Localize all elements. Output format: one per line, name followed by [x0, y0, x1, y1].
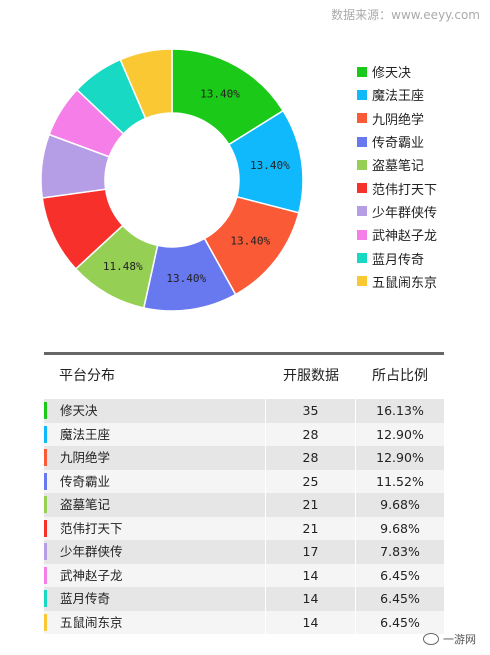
- cell-platform: 魔法王座: [44, 422, 266, 446]
- row-color-marker: [44, 613, 47, 631]
- cell-count: 21: [266, 493, 356, 517]
- cell-count: 28: [266, 446, 356, 470]
- table-row: 传奇霸业 25 11.52%: [44, 469, 444, 493]
- slice-label: 13.40%: [200, 87, 240, 100]
- row-color-marker: [44, 590, 47, 607]
- legend-label: 少年群侠传: [372, 205, 438, 221]
- legend-label: 修天决: [372, 66, 412, 82]
- table-row: 蓝月传奇 14 6.45%: [44, 587, 444, 611]
- wechat-icon: [423, 633, 439, 645]
- cell-platform: 盗墓笔记: [44, 493, 266, 517]
- cell-count: 14: [266, 587, 356, 611]
- legend-item: 魔法王座: [357, 83, 437, 106]
- watermark-label: 一游网: [443, 633, 476, 646]
- legend-swatch: [357, 89, 367, 100]
- slice-label: 13.40%: [230, 235, 270, 248]
- legend-item: 范伟打天下: [357, 176, 437, 199]
- legend-label: 盗墓笔记: [372, 159, 425, 175]
- row-color-marker: [44, 449, 47, 466]
- table-body: 修天决 35 16.13% 魔法王座 28 12.90% 九阴绝学 28 12.90% 传奇霸业 2…: [44, 399, 444, 634]
- cell-count: 14: [266, 610, 356, 634]
- legend-item: 传奇霸业: [357, 130, 437, 153]
- cell-percent: 7.83%: [380, 544, 420, 559]
- legend-item: 武神赵子龙: [357, 223, 437, 246]
- cell-percent: 16.13%: [376, 403, 424, 418]
- row-color-marker: [44, 472, 47, 490]
- cell-count: 14: [266, 563, 356, 587]
- legend-swatch: [357, 229, 367, 240]
- cell-platform: 修天决: [44, 399, 266, 423]
- legend-swatch: [357, 159, 367, 170]
- donut-chart: 13.40% 13.40% 13.40% 13.40% 11.48%: [40, 48, 304, 312]
- cell-platform: 五鼠闹东京: [44, 610, 266, 634]
- cell-platform: 少年群侠传: [44, 540, 266, 564]
- legend-label: 范伟打天下: [372, 182, 438, 198]
- legend-item: 少年群侠传: [357, 200, 437, 223]
- cell-count: 28: [266, 422, 356, 446]
- legend-label: 传奇霸业: [372, 136, 425, 152]
- slice-label: 13.40%: [250, 159, 290, 172]
- chart-legend: 修天决魔法王座九阴绝学传奇霸业盗墓笔记范伟打天下少年群侠传武神赵子龙蓝月传奇五鼠…: [357, 60, 437, 293]
- legend-swatch: [357, 113, 367, 124]
- table-row: 魔法王座 28 12.90%: [44, 422, 444, 446]
- row-color-marker: [44, 402, 47, 419]
- legend-label: 武神赵子龙: [372, 229, 438, 245]
- cell-percent: 12.90%: [376, 426, 424, 442]
- table-row: 九阴绝学 28 12.90%: [44, 446, 444, 470]
- legend-item: 五鼠闹东京: [357, 270, 437, 293]
- table-row: 少年群侠传 17 7.83%: [44, 540, 444, 564]
- legend-swatch: [357, 276, 367, 287]
- row-color-marker: [44, 543, 47, 560]
- row-color-marker: [44, 566, 47, 584]
- cell-platform: 传奇霸业: [44, 469, 266, 493]
- cell-percent: 9.68%: [380, 520, 420, 536]
- header-platform: 平台分布: [59, 368, 115, 384]
- legend-swatch: [357, 253, 367, 264]
- header-percent: 所占比例: [372, 368, 428, 384]
- cell-percent: 12.90%: [376, 450, 424, 465]
- cell-count: 35: [266, 399, 356, 423]
- cell-percent: 6.45%: [380, 591, 420, 606]
- table-row: 武神赵子龙 14 6.45%: [44, 563, 444, 587]
- cell-percent: 9.68%: [380, 497, 420, 512]
- row-color-marker: [44, 519, 47, 537]
- table-row: 盗墓笔记 21 9.68%: [44, 493, 444, 517]
- legend-swatch: [357, 136, 367, 147]
- cell-count: 25: [266, 469, 356, 493]
- header-count: 开服数据: [283, 368, 339, 384]
- slice-label: 13.40%: [166, 272, 206, 285]
- source-label: 数据来源：www.eeyy.com: [331, 8, 480, 22]
- cell-percent: 11.52%: [376, 473, 424, 489]
- legend-item: 盗墓笔记: [357, 153, 437, 176]
- cell-percent: 6.45%: [380, 567, 420, 583]
- cell-platform: 范伟打天下: [44, 516, 266, 540]
- cell-percent: 6.45%: [380, 614, 420, 630]
- donut-slice: [119, 48, 173, 120]
- table-row: 修天决 35 16.13%: [44, 399, 444, 423]
- table-header: 平台分布 开服数据 所占比例: [44, 355, 444, 395]
- legend-swatch: [357, 183, 367, 194]
- cell-platform: 蓝月传奇: [44, 587, 266, 611]
- watermark: 一游网: [423, 631, 476, 647]
- cell-count: 17: [266, 540, 356, 564]
- legend-swatch: [357, 66, 367, 77]
- legend-item: 蓝月传奇: [357, 246, 437, 269]
- legend-item: 修天决: [357, 60, 437, 83]
- legend-label: 魔法王座: [372, 89, 425, 105]
- legend-label: 蓝月传奇: [372, 252, 425, 268]
- table-row: 范伟打天下 21 9.68%: [44, 516, 444, 540]
- cell-count: 21: [266, 516, 356, 540]
- legend-swatch: [357, 206, 367, 217]
- cell-platform: 九阴绝学: [44, 446, 266, 470]
- legend-label: 五鼠闹东京: [372, 275, 438, 291]
- table-row: 五鼠闹东京 14 6.45%: [44, 610, 444, 634]
- cell-platform: 武神赵子龙: [44, 563, 266, 587]
- slice-label: 11.48%: [103, 260, 143, 273]
- legend-label: 九阴绝学: [372, 112, 425, 128]
- legend-item: 九阴绝学: [357, 107, 437, 130]
- row-color-marker: [44, 496, 47, 513]
- data-table: 平台分布 开服数据 所占比例 修天决 35 16.13% 魔法王座 28 12.90% 九阴…: [44, 352, 444, 634]
- row-color-marker: [44, 425, 47, 443]
